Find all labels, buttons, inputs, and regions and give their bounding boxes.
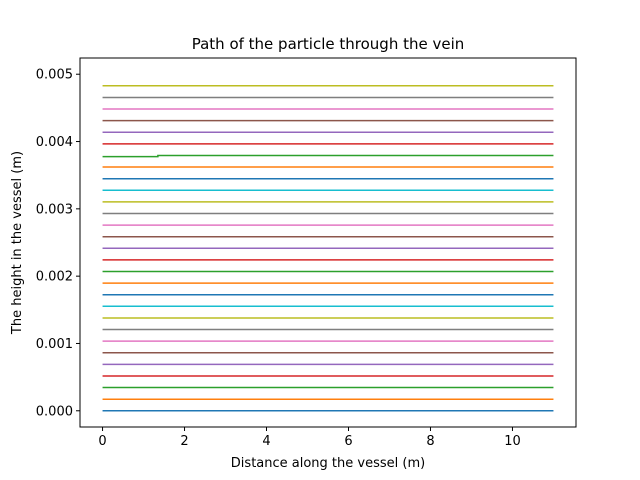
ticks-layer: 0 2 4 6 8 10 0.000 0.001 0.002 0.003 0.004 0.005 — [36, 68, 521, 449]
x-tick-label: 0 — [98, 434, 106, 449]
x-tick-label: 6 — [344, 434, 352, 449]
x-tick-label: 10 — [504, 434, 521, 449]
y-tick-label: 0.000 — [36, 404, 73, 419]
x-tick-label: 4 — [262, 434, 270, 449]
series-line-23 — [102, 154, 554, 158]
y-tick-label: 0.001 — [36, 337, 73, 352]
y-axis-title: The height in the vessel (m) — [10, 151, 25, 335]
x-tick-label: 8 — [426, 434, 434, 449]
x-tick-label: 2 — [180, 434, 188, 449]
y-tick-label: 0.004 — [36, 135, 73, 150]
chart-title: Path of the particle through the vein — [192, 35, 465, 53]
plot-frame — [79, 57, 577, 428]
series-layer — [102, 85, 554, 412]
x-axis-title: Distance along the vessel (m) — [231, 456, 425, 471]
y-tick-label: 0.003 — [36, 202, 73, 217]
y-tick-label: 0.002 — [36, 270, 73, 285]
y-tick-label: 0.005 — [36, 68, 73, 83]
